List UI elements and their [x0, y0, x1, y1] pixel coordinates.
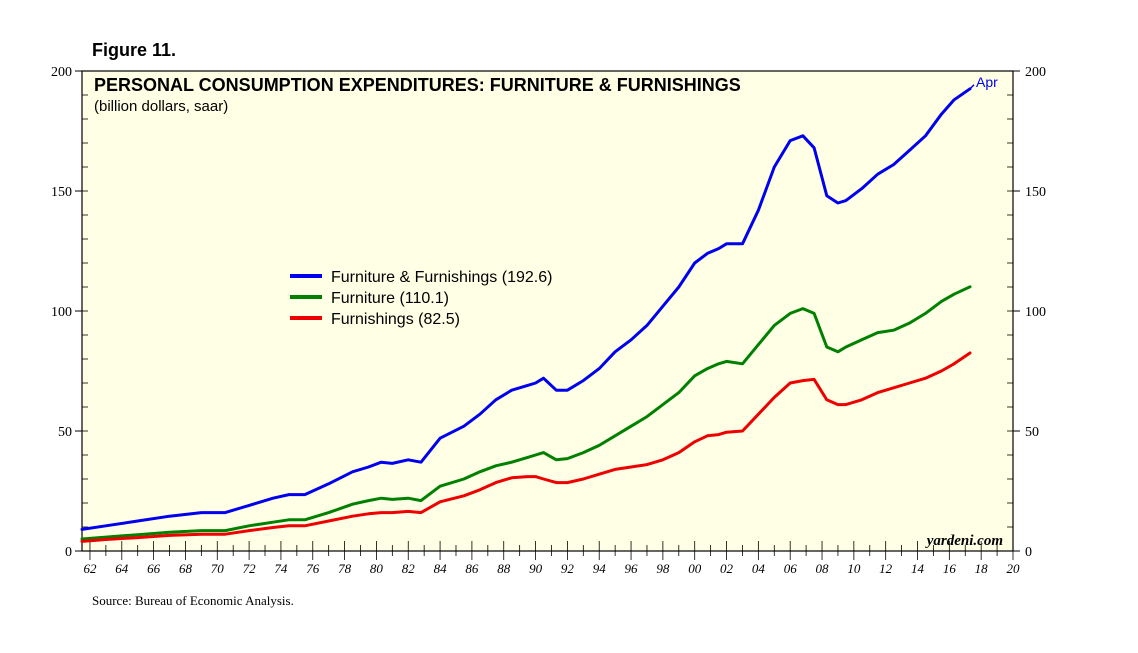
x-tick-label: 08 — [816, 561, 830, 576]
figure-label: Figure 11. — [92, 40, 177, 60]
y-tick-label-right: 100 — [1025, 305, 1046, 320]
source-note: Source: Bureau of Economic Analysis. — [92, 593, 294, 608]
x-tick-label: 70 — [211, 561, 225, 576]
x-tick-label: 78 — [338, 561, 352, 576]
y-tick-label-right: 0 — [1025, 545, 1032, 560]
series-line-furnishings — [80, 351, 972, 543]
watermark: yardeni.com — [925, 533, 1003, 549]
x-tick-label: 04 — [752, 561, 766, 576]
x-tick-label: 10 — [847, 561, 861, 576]
chart-subtitle: (billion dollars, saar) — [94, 98, 228, 115]
legend: Furniture & Furnishings (192.6) Furniture… — [290, 269, 552, 328]
x-tick-label: 84 — [434, 561, 448, 576]
right-y-axis: 0 50 100 150 200 — [1013, 65, 1046, 560]
x-tick-label: 02 — [720, 561, 734, 576]
x-tick-label: 86 — [465, 561, 479, 576]
legend-label: Furniture & Furnishings (192.6) — [331, 269, 552, 286]
x-tick-label: 88 — [497, 561, 511, 576]
x-axis: 62 64 66 68 70 72 74 76 78 80 82 84 86 88 90 92 94 96 98 00… — [83, 561, 1020, 576]
x-tick-label: 82 — [402, 561, 416, 576]
x-tick-label: 90 — [529, 561, 543, 576]
series-lines — [80, 84, 975, 543]
x-tick-label: 18 — [975, 561, 989, 576]
y-tick-label-left: 50 — [58, 425, 72, 440]
chart-title: PERSONAL CONSUMPTION EXPENDITURES: FURNI… — [94, 75, 741, 95]
x-tick-label: 96 — [625, 561, 639, 576]
x-tick-label: 80 — [370, 561, 384, 576]
x-tick-label: 64 — [115, 561, 129, 576]
y-tick-label-left: 0 — [65, 545, 72, 560]
x-tick-label: 20 — [1007, 561, 1021, 576]
axis-ticks — [82, 70, 1014, 560]
y-tick-label-right: 200 — [1025, 65, 1046, 80]
left-y-axis: 0 50 100 150 200 — [51, 65, 82, 560]
x-tick-label: 72 — [243, 561, 257, 576]
x-tick-label: 62 — [83, 561, 97, 576]
x-tick-label: 12 — [879, 561, 893, 576]
x-tick-label: 74 — [274, 561, 288, 576]
series-line-furniture-furnishings — [80, 87, 972, 531]
end-label-pointer — [969, 84, 975, 90]
x-tick-label: 14 — [911, 561, 925, 576]
x-tick-label: 76 — [306, 561, 320, 576]
x-tick-label: 92 — [561, 561, 575, 576]
x-tick-label: 66 — [147, 561, 161, 576]
y-tick-label-left: 150 — [51, 185, 72, 200]
end-label: Apr — [976, 74, 998, 90]
x-tick-label: 98 — [656, 561, 670, 576]
y-tick-label-right: 150 — [1025, 185, 1046, 200]
x-tick-label: 94 — [593, 561, 607, 576]
y-tick-label-right: 50 — [1025, 425, 1039, 440]
x-tick-label: 16 — [943, 561, 957, 576]
series-line-furniture — [80, 285, 972, 541]
y-tick-label-left: 100 — [51, 305, 72, 320]
legend-label: Furnishings (82.5) — [331, 311, 460, 328]
y-tick-label-left: 200 — [51, 65, 72, 80]
x-tick-label: 68 — [179, 561, 193, 576]
x-tick-label: 00 — [688, 561, 702, 576]
x-tick-label: 06 — [784, 561, 798, 576]
legend-label: Furniture (110.1) — [331, 290, 449, 307]
